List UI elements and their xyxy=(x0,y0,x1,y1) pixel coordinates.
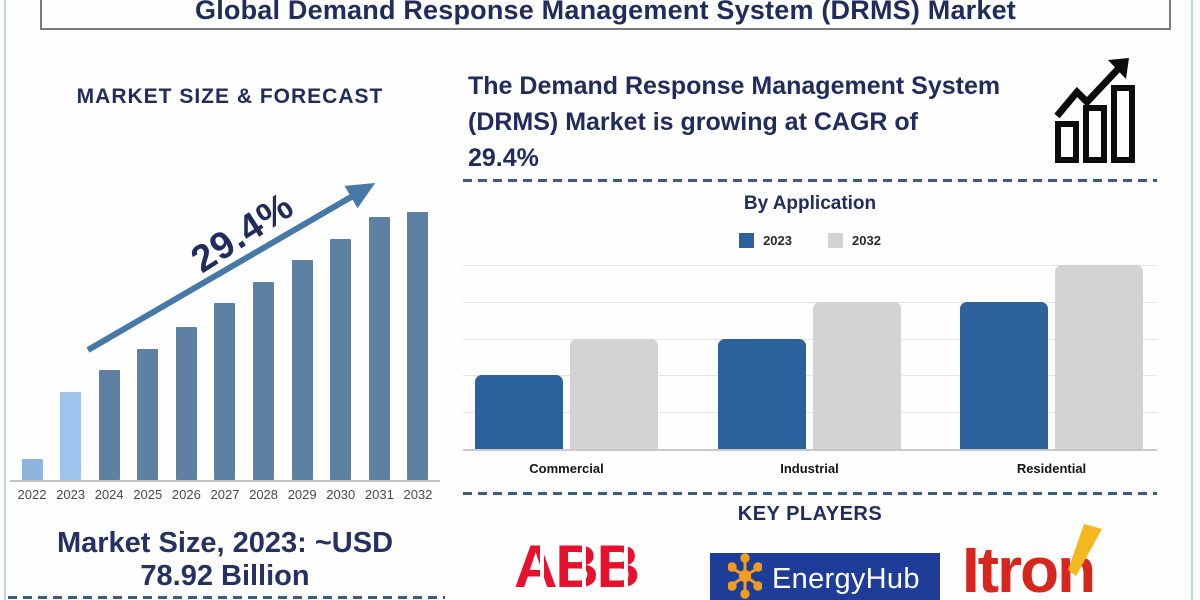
abb-logo-cut-line xyxy=(624,537,628,600)
itron-logo: Itron xyxy=(962,524,1162,600)
bar-commercial-2023 xyxy=(475,375,563,449)
market-size-value: Market Size, 2023: ~USD 78.92 Billion xyxy=(10,527,440,593)
key-players-title: KEY PLAYERS xyxy=(737,503,883,525)
forecast-bar-2028 xyxy=(245,282,283,480)
abb-logo: ABB xyxy=(514,537,654,600)
bar-residential-2023 xyxy=(960,302,1048,449)
gridline xyxy=(463,375,1157,376)
forecast-bar-rect xyxy=(407,212,429,480)
legend-swatch xyxy=(828,233,843,248)
forecast-bar-2022 xyxy=(13,459,51,480)
forecast-x-axis-labels: 2022 2023 2024 2025 2026 2027 2028 2029 2030 2031… xyxy=(13,487,437,502)
forecast-x-axis-line xyxy=(10,480,440,482)
forecast-bar-2026 xyxy=(167,327,205,480)
forecast-year-label: 2023 xyxy=(56,487,86,502)
market-size-line-1: Market Size, 2023: ~USD xyxy=(56,527,394,559)
category-label-commercial: Commercial xyxy=(529,461,604,476)
abb-logo-cut-line xyxy=(582,537,586,600)
cagr-statement-line-3: 29.4% xyxy=(468,144,539,172)
forecast-bar-rect xyxy=(330,239,352,480)
energyhub-logo-text: EnergyHub xyxy=(772,563,920,595)
bar-residential-2032 xyxy=(1055,265,1143,449)
section-title-market-size-forecast: MARKET SIZE & FORECAST xyxy=(76,85,384,108)
forecast-bar-2030 xyxy=(322,239,360,480)
forecast-year-label: 2022 xyxy=(17,487,47,502)
by-application-title: By Application xyxy=(743,193,877,214)
growth-chart-icon xyxy=(1054,58,1135,163)
bottom-dashed-divider xyxy=(8,596,445,599)
title-banner: Global Demand Response Management System… xyxy=(40,0,1171,30)
energyhub-logo: EnergyHub xyxy=(710,553,940,600)
forecast-year-label: 2028 xyxy=(249,487,279,502)
page-title: Global Demand Response Management System… xyxy=(195,0,1016,25)
page-right-border xyxy=(1191,0,1193,600)
forecast-year-label: 2025 xyxy=(133,487,163,502)
category-label-residential: Residential xyxy=(1016,461,1087,476)
gridline xyxy=(463,265,1157,266)
cagr-statement: The Demand Response Management System (D… xyxy=(468,68,1043,176)
forecast-year-label: 2031 xyxy=(364,487,394,502)
legend-swatch xyxy=(739,233,755,248)
gridline xyxy=(463,302,1157,303)
energyhub-starburst-icon xyxy=(728,553,762,599)
by-application-bar-chart: Commercial Industrial Residential xyxy=(463,255,1157,485)
forecast-bar-2025 xyxy=(129,349,167,480)
forecast-bar-rect xyxy=(137,349,159,480)
forecast-year-label: 2029 xyxy=(287,487,317,502)
legend-label: 2023 xyxy=(763,233,792,248)
forecast-bar-2031 xyxy=(360,217,398,480)
x-axis-line xyxy=(463,449,1157,451)
market-size-line-2: 78.92 Billion xyxy=(140,560,310,592)
forecast-bar-2023 xyxy=(52,392,90,480)
page-left-border xyxy=(4,0,6,600)
legend-item-2032: 2032 xyxy=(828,233,881,248)
category-label-industrial: Industrial xyxy=(780,461,839,476)
bar-industrial-2032 xyxy=(813,302,901,449)
legend-label: 2032 xyxy=(852,233,881,248)
forecast-bar-rect xyxy=(253,282,275,480)
bar-industrial-2023 xyxy=(718,339,806,449)
forecast-bar-2032 xyxy=(399,212,437,480)
forecast-bar-rect xyxy=(98,370,120,480)
cagr-statement-line-2: (DRMS) Market is growing at CAGR of xyxy=(468,108,919,136)
forecast-year-label: 2030 xyxy=(326,487,356,502)
forecast-bar-chart xyxy=(13,190,437,480)
growth-trend-arrow-icon xyxy=(86,182,376,353)
forecast-bar-2027 xyxy=(206,303,244,480)
forecast-year-label: 2026 xyxy=(171,487,201,502)
abb-logo-cut-line xyxy=(540,537,544,600)
gridline xyxy=(463,412,1157,413)
forecast-year-label: 2032 xyxy=(403,487,433,502)
forecast-bar-rect xyxy=(175,327,197,480)
legend-item-2023: 2023 xyxy=(739,233,792,248)
forecast-bar-rect xyxy=(60,392,82,480)
bar-commercial-2032 xyxy=(570,339,658,449)
forecast-bar-2029 xyxy=(283,260,321,480)
by-application-legend: 2023 2032 xyxy=(463,233,1157,248)
forecast-bar-2024 xyxy=(90,370,128,480)
dashed-divider-top xyxy=(463,179,1157,182)
gridline xyxy=(463,339,1157,340)
itron-lightning-bolt-icon xyxy=(1068,524,1102,576)
forecast-year-label: 2024 xyxy=(94,487,124,502)
abb-logo-text: ABB xyxy=(514,533,640,600)
dashed-divider-bottom xyxy=(463,492,1157,495)
forecast-year-label: 2027 xyxy=(210,487,240,502)
forecast-bar-rect xyxy=(368,217,390,480)
forecast-bar-rect xyxy=(21,459,43,480)
forecast-bar-rect xyxy=(214,303,236,480)
forecast-bar-rect xyxy=(291,260,313,480)
cagr-statement-line-1: The Demand Response Management System xyxy=(468,72,1001,100)
